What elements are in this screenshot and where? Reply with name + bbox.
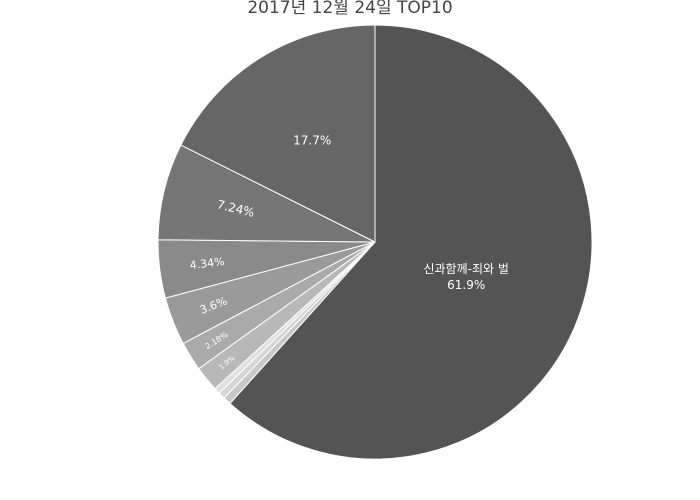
pie-slice	[180, 24, 376, 243]
slice-label: 신과함께-죄와 벌 61.9%	[423, 262, 508, 292]
pie-labels: 신과함께-죄와 벌 61.9%1.9%2.18%3.6%4.34%7.24%17.…	[189, 134, 509, 372]
slice-label: 17.7%	[293, 134, 331, 148]
slice-label: 4.34%	[189, 255, 225, 272]
pie-slice	[157, 144, 376, 243]
pie-slices	[157, 24, 593, 460]
chart-title: 2017년 12월 24일 TOP10	[247, 0, 452, 18]
pie-slice	[229, 24, 593, 460]
